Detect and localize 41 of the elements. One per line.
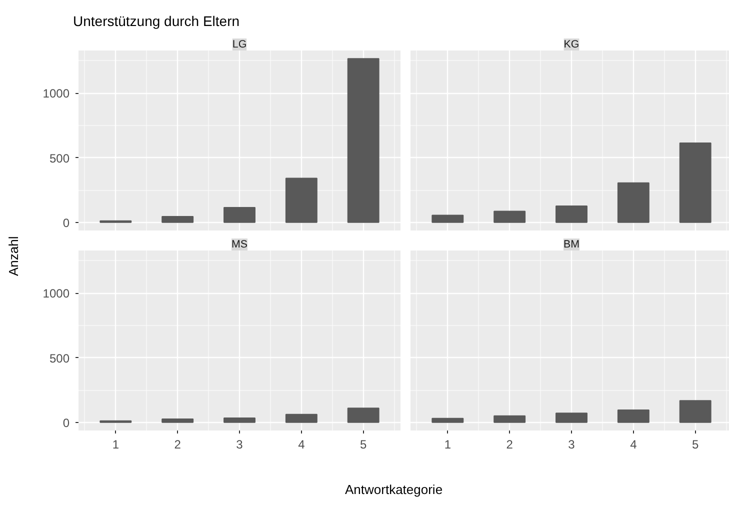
y-tick-label: 500 [49,151,70,166]
bar [162,216,194,223]
bar [285,414,318,423]
x-tick-label: 1 [444,438,452,452]
bar [556,205,588,223]
x-tick-label: 3 [236,438,244,452]
x-tick-label: 2 [506,438,514,452]
bar [617,409,650,423]
y-axis-title: Anzahl [5,236,22,276]
x-tick-label: 4 [630,438,638,452]
chart-title: MS [232,238,248,250]
bar [162,418,194,423]
y-tick-label: 0 [62,216,70,230]
x-tick-label: 1 [112,438,120,452]
y-tick-label: 0 [62,416,70,430]
chart-title: BM [564,238,580,250]
x-tick-label: 5 [692,438,700,452]
chart-title: KG [564,38,580,50]
text: Unterstützung durch Eltern [73,12,240,31]
bar [432,214,464,223]
bar [494,415,526,423]
bar [494,210,526,223]
bar [432,418,464,423]
bar [347,58,380,223]
x-tick-label: 4 [298,438,306,452]
bar [679,400,712,423]
y-tick-label: 1000 [42,286,70,301]
x-tick-label: 3 [568,438,576,452]
bar [224,417,256,423]
y-tick-label: 500 [49,351,70,366]
x-tick-label: 2 [174,438,182,452]
bar [617,182,650,223]
x-tick-label: 5 [360,438,368,452]
bar [224,207,256,223]
x-axis-title: Antwortkategorie [345,481,443,499]
y-tick-label: 1000 [42,86,70,101]
chart-title: LG [232,38,247,50]
bar [556,412,588,423]
bar [347,408,380,423]
bar [285,178,318,223]
bar [679,142,712,223]
